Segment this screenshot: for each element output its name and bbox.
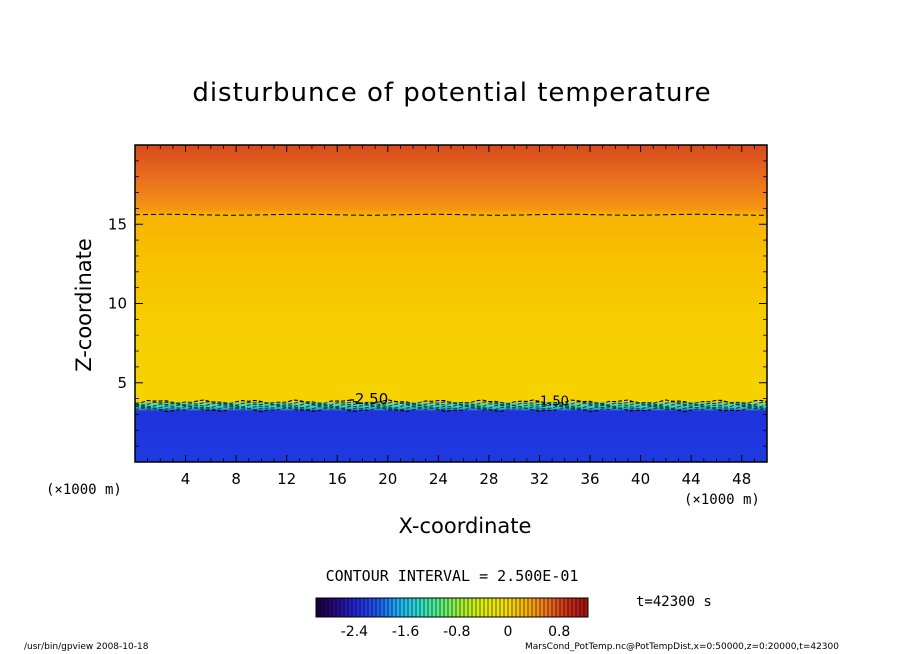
dashed-contour-upper (134, 213, 767, 216)
contour-interval-text: CONTOUR INTERVAL = 2.500E-01 (325, 567, 579, 585)
colorbar-tick-label: -2.4 (341, 624, 368, 640)
colorbar-frame (315, 597, 589, 618)
time-label: t=42300 s (636, 594, 712, 610)
y-axis-label: Z-coordinate (72, 238, 96, 372)
chart-title: disturbunce of potential temperature (192, 78, 712, 108)
x-tick-label: 40 (631, 470, 650, 488)
boundary-contour-line (135, 399, 767, 405)
x-tick-label: 36 (580, 470, 599, 488)
boundary-contour-line (135, 405, 767, 411)
x-tick-label: 48 (732, 470, 751, 488)
boundary-layer-contours (135, 399, 767, 413)
x-axis-label: X-coordinate (398, 514, 532, 538)
boundary-contour-line (135, 402, 767, 408)
x-tick-label: 24 (429, 470, 448, 488)
y-tick-label: 10 (108, 295, 127, 313)
colorbar-tick-label: 0.8 (548, 624, 570, 640)
colorbar: -2.4 -1.6 -0.8 0 0.8 (315, 597, 589, 640)
x-tick-label: 4 (181, 470, 191, 488)
boundary-contour-line (135, 400, 767, 406)
colorbar-tick-label: -0.8 (443, 624, 470, 640)
y-tick-label: 15 (108, 215, 127, 233)
contour-label: -1.50 (535, 395, 569, 410)
x-tick-label: 16 (328, 470, 347, 488)
inversion-band (135, 401, 767, 410)
heatmap-field (135, 145, 767, 462)
contour-label: -2.50 (349, 390, 388, 408)
boundary-contour-line (135, 403, 767, 410)
x-tick-label: 44 (682, 470, 701, 488)
footer-program-info: /usr/bin/gpview 2008-10-18 (24, 642, 149, 652)
y-tick-label: 5 (117, 374, 127, 392)
x-tick-label: 12 (277, 470, 296, 488)
footer-data-source: MarsCond_PotTemp.nc@PotTempDist,x=0:5000… (525, 642, 839, 652)
x-tick-label: 28 (479, 470, 498, 488)
x-tick-label: 8 (231, 470, 241, 488)
x-tick-label: 20 (378, 470, 397, 488)
x-unit-label-right: (×1000 m) (684, 492, 760, 508)
colorbar-tick-label: 0 (504, 624, 513, 640)
x-unit-label-left: (×1000 m) (46, 482, 122, 498)
x-tick-label: 32 (530, 470, 549, 488)
colorbar-tick-label: -1.6 (392, 624, 419, 640)
